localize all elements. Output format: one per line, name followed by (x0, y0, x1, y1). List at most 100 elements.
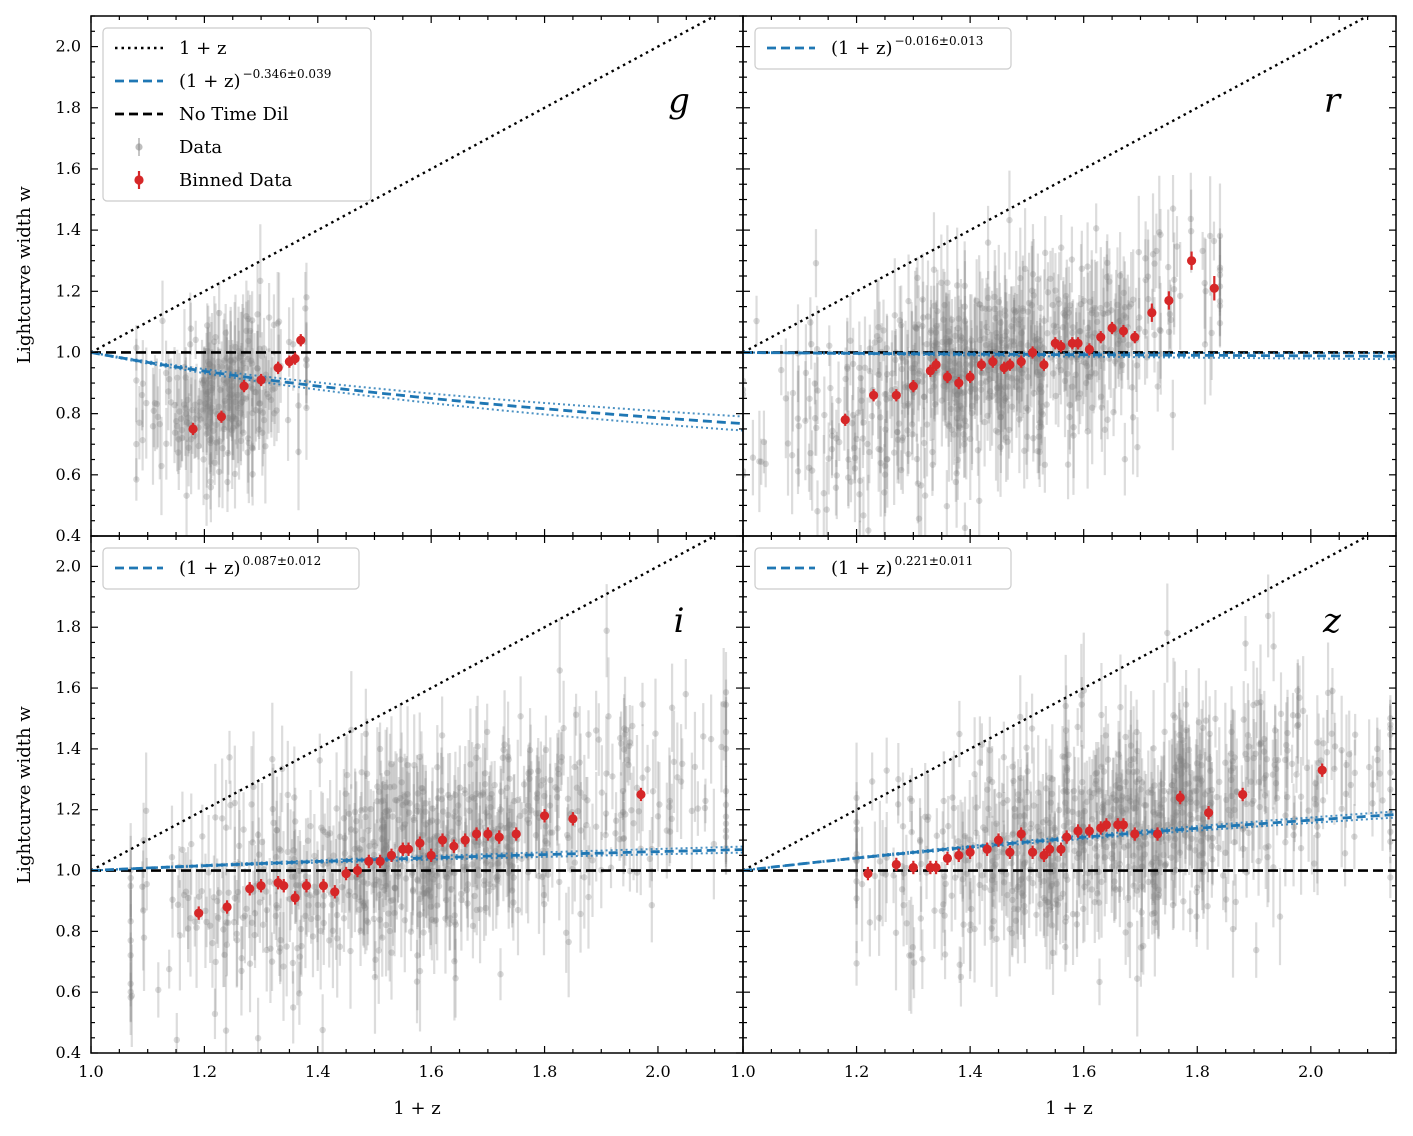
data-point (883, 390, 890, 398)
data-point (256, 899, 264, 906)
legend-box (102, 27, 372, 202)
data-point (1193, 799, 1200, 806)
data-point (941, 873, 948, 880)
data-point (1041, 461, 1049, 468)
data-point (228, 391, 236, 398)
y-tick-label: 1.8 (56, 98, 81, 117)
data-point (1294, 712, 1302, 719)
data-point (1070, 432, 1077, 439)
data-point (1015, 321, 1022, 328)
data-point (1222, 849, 1229, 856)
data-point (849, 360, 857, 368)
data-point (376, 745, 384, 753)
x-tick-label: 1.0 (78, 1062, 103, 1081)
data-point (1002, 394, 1009, 402)
data-point (486, 794, 493, 802)
data-point (552, 784, 559, 791)
data-point (1017, 881, 1024, 888)
data-point (326, 937, 333, 944)
data-point (1009, 831, 1016, 838)
data-point (428, 817, 436, 824)
data-point (1125, 768, 1132, 775)
data-point (914, 377, 922, 385)
data-point (1261, 775, 1268, 782)
data-point (1154, 894, 1162, 901)
data-point (1048, 903, 1055, 911)
data-point (983, 323, 990, 331)
data-point (276, 948, 283, 955)
data-point (1351, 833, 1358, 840)
data-point (813, 424, 820, 432)
data-point (823, 506, 830, 513)
data-point (1069, 808, 1076, 816)
data-point (1138, 883, 1145, 890)
data-point (1096, 978, 1103, 986)
data-point (956, 388, 963, 395)
data-point (982, 826, 989, 834)
data-point (525, 770, 532, 777)
data-point (1047, 862, 1054, 869)
data-point (1273, 794, 1281, 802)
data-point (621, 730, 629, 738)
data-cloud-r (743, 170, 1224, 536)
binned-point (364, 856, 374, 867)
panel-i: 1.0 1.2 1.4 1.6 1.8 2.00.40.60.81.01.21.41.61… (56, 535, 744, 1081)
data-point (311, 883, 318, 890)
data-point (956, 730, 963, 738)
data-point (248, 360, 256, 367)
data-point (1036, 448, 1043, 456)
data-point (409, 886, 417, 893)
data-point (273, 826, 280, 834)
data-point (361, 806, 369, 813)
data-point (1031, 337, 1039, 344)
data-point (847, 337, 854, 344)
data-point (930, 383, 938, 390)
data-point (268, 958, 276, 965)
binned-point (511, 829, 521, 839)
binned-point (1096, 332, 1106, 342)
data-point (901, 383, 909, 391)
binned-point (869, 390, 879, 400)
data-point (718, 743, 725, 751)
data-point (1023, 788, 1031, 796)
data-point (951, 359, 959, 367)
data-point (193, 924, 200, 931)
y-tick-label: 0.8 (56, 404, 81, 423)
data-point (432, 916, 440, 924)
data-point (1113, 796, 1120, 804)
data-point (434, 818, 441, 825)
data-point (1125, 894, 1132, 901)
data-point (971, 356, 979, 364)
data-point (1142, 802, 1150, 809)
data-point (139, 380, 147, 387)
data-point (458, 896, 465, 904)
data-point (985, 805, 992, 812)
data-point (225, 398, 233, 405)
data-point (255, 426, 263, 433)
data-point (405, 809, 413, 816)
data-point (556, 667, 563, 674)
data-point (466, 807, 473, 814)
data-point (394, 873, 402, 880)
data-point (256, 345, 263, 353)
data-point (595, 736, 602, 743)
data-point (196, 398, 203, 406)
data-point (1165, 328, 1173, 336)
data-point (842, 375, 849, 383)
data-point (919, 378, 926, 385)
data-point (202, 400, 209, 407)
data-point (1038, 388, 1045, 396)
data-point (383, 769, 391, 777)
data-point (1216, 302, 1224, 309)
data-point (338, 883, 346, 891)
data-point (378, 835, 386, 843)
data-point (807, 449, 814, 457)
data-point (264, 390, 271, 398)
data-point (240, 394, 247, 402)
data-point (828, 432, 836, 439)
data-point (1048, 880, 1056, 888)
data-point (722, 801, 730, 808)
data-point (1023, 433, 1031, 440)
data-point (1122, 778, 1129, 786)
data-point (378, 826, 385, 833)
